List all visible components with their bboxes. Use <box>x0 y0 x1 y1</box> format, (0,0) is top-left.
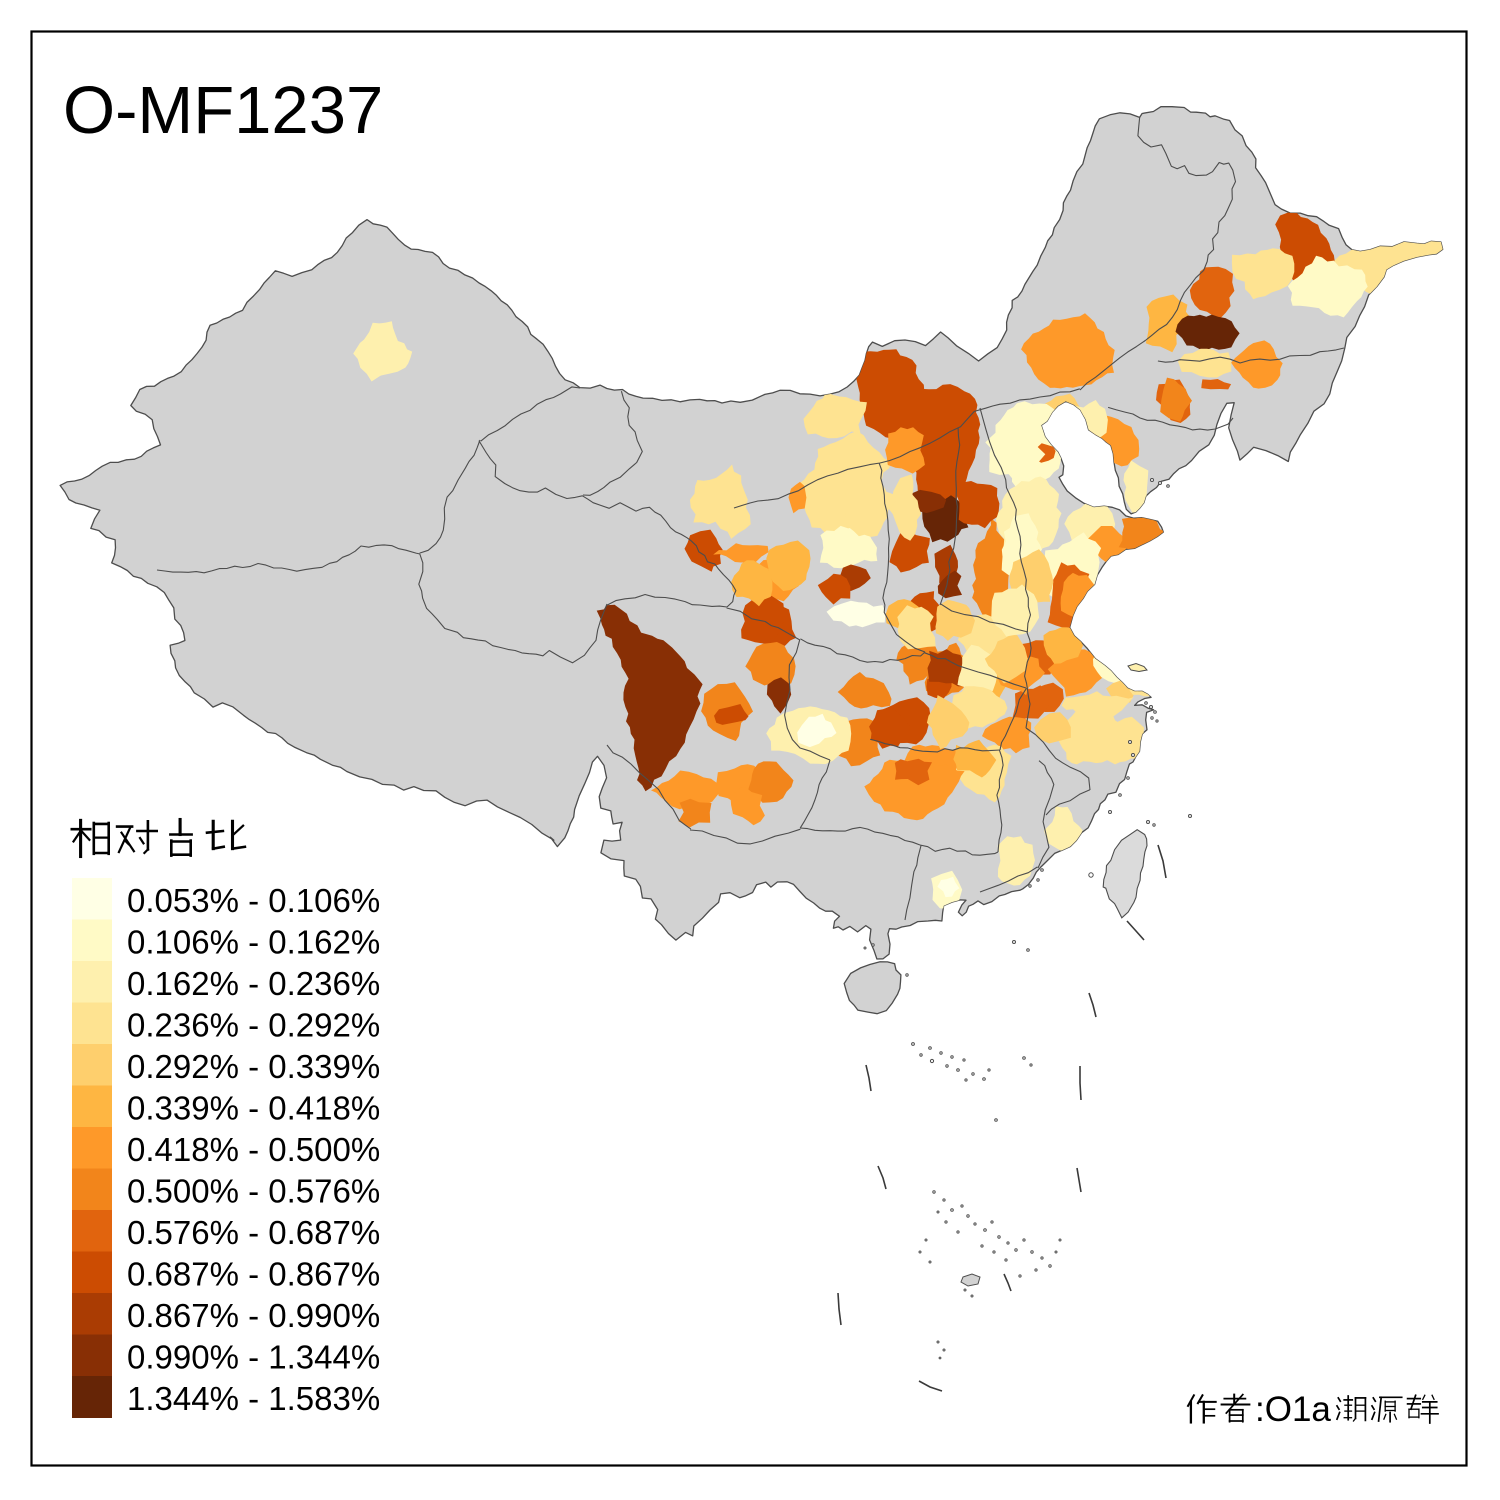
svg-text:0.867% - 0.990%: 0.867% - 0.990% <box>127 1297 380 1334</box>
svg-text:0.236% - 0.292%: 0.236% - 0.292% <box>127 1007 380 1044</box>
svg-text:0.053% - 0.106%: 0.053% - 0.106% <box>127 882 380 919</box>
svg-text:0.500% - 0.576%: 0.500% - 0.576% <box>127 1173 380 1210</box>
svg-text:0.292% - 0.339%: 0.292% - 0.339% <box>127 1048 380 1085</box>
svg-text:0.687% - 0.867%: 0.687% - 0.867% <box>127 1256 380 1293</box>
svg-text:0.339% - 0.418%: 0.339% - 0.418% <box>127 1090 380 1127</box>
svg-text:0.990% - 1.344%: 0.990% - 1.344% <box>127 1339 380 1376</box>
svg-text:0.162% - 0.236%: 0.162% - 0.236% <box>127 965 380 1002</box>
svg-text:1.344% - 1.583%: 1.344% - 1.583% <box>127 1380 380 1417</box>
svg-text:0.576% - 0.687%: 0.576% - 0.687% <box>127 1214 380 1251</box>
svg-text:O-MF1237: O-MF1237 <box>63 73 383 148</box>
svg-text::O1a: :O1a <box>1255 1390 1331 1429</box>
svg-text:0.418% - 0.500%: 0.418% - 0.500% <box>127 1131 380 1168</box>
svg-text:0.106% - 0.162%: 0.106% - 0.162% <box>127 924 380 961</box>
